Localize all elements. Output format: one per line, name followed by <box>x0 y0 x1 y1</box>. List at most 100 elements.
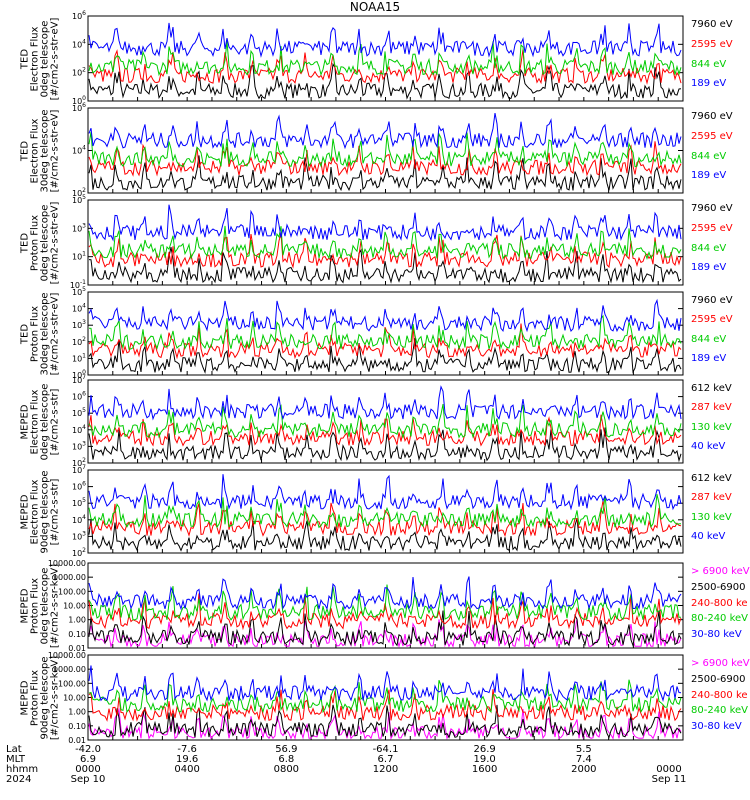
legend-entry: 2500-6900 <box>691 673 746 685</box>
panel-8: 0.01 0.10 1.00 10.00 100.00 1000.00 10000.00 <box>48 651 684 745</box>
series-line-1 <box>88 62 682 100</box>
y-axis-label-1: TED Electron Flux 0deg telescope [#/cm2-… <box>19 17 60 100</box>
legend-entry: 240-800 ke <box>691 689 748 701</box>
legend-entry: 130 keV <box>691 511 732 523</box>
footer-column: -7.6 19.6 0400 <box>174 744 200 775</box>
series-line-1 <box>88 155 682 192</box>
y-tick-label: 107 <box>72 374 86 385</box>
series-line-1 <box>88 338 682 375</box>
y-tick-label: 10000.00 <box>48 559 86 568</box>
legend-entry: 189 eV <box>691 170 727 182</box>
y-axis-label-5: MEPED Electron Flux 0deg telescope [#/cm… <box>19 383 60 460</box>
y-tick-label: 0.01 <box>68 736 86 745</box>
series-line-1 <box>88 518 682 552</box>
legend-entry: 40 keV <box>691 530 726 542</box>
legend-entry: 844 eV <box>691 242 727 254</box>
series-line-2 <box>88 323 682 360</box>
legend-entry: 30-80 keV <box>691 721 742 733</box>
panel-6: 102 103 104 105 106 107 <box>72 464 684 558</box>
footer-row-labels: Lat MLT hhmm 2024 <box>6 744 39 785</box>
legend-entry: 80-240 keV <box>691 705 749 717</box>
series-line-4 <box>88 298 682 333</box>
y-axis-label-6: MEPED Electron Flux 90deg telescope [#/c… <box>19 469 60 553</box>
series-line-4 <box>88 474 682 511</box>
series-line-2 <box>88 610 682 648</box>
legend-entry: 844 eV <box>691 58 727 70</box>
y-tick-label: 104 <box>72 303 86 314</box>
legend-entry: 189 eV <box>691 78 727 90</box>
legend-entry: 80-240 keV <box>691 613 749 625</box>
legend-entry: 189 eV <box>691 262 727 274</box>
legend-entry: 287 keV <box>691 492 732 504</box>
series-line-3 <box>88 404 682 440</box>
y-tick-label: 105 <box>72 407 86 418</box>
y-tick-label: 105 <box>72 497 86 508</box>
y-tick-label: 102 <box>72 457 86 468</box>
series-line-3 <box>88 314 682 350</box>
y-tick-label: 106 <box>72 481 86 492</box>
y-tick-label: 0.01 <box>68 644 86 653</box>
panel-5: 102 103 104 105 106 107 <box>72 374 684 468</box>
y-axis-label-4: TED Proton Flux 30deg telescope [#/cm2-s… <box>19 291 60 375</box>
legend-entry: 7960 eV <box>691 203 733 214</box>
legend-entry: 130 keV <box>691 421 732 433</box>
series-line-4 <box>88 113 682 150</box>
series-line-1 <box>88 427 682 463</box>
legend-entry: 40 keV <box>691 440 726 452</box>
footer-column: 56.9 6.8 0800 <box>273 744 300 775</box>
series-line-3 <box>88 131 682 168</box>
series-line-4 <box>88 22 682 58</box>
y-tick-label: 106 <box>72 10 86 21</box>
series-line-4 <box>88 584 681 622</box>
panel-4: 100 101 102 103 104 105 <box>72 286 684 380</box>
legend-entry: 240-800 ke <box>691 597 748 609</box>
legend-entry: 30-80 keV <box>691 629 742 641</box>
y-tick-label: 105 <box>72 286 86 297</box>
legend-entry: > 6900 keV <box>691 566 750 577</box>
panel-7: 0.01 0.10 1.00 10.00 100.00 1000.00 10000.00 <box>48 559 684 653</box>
y-tick-label: 104 <box>72 514 86 525</box>
y-tick-label: 1000.00 <box>53 573 86 582</box>
y-tick-label: 100 <box>72 369 86 380</box>
legend-entry: 7960 eV <box>691 19 733 30</box>
plot-frame-3 <box>87 199 684 286</box>
y-tick-label: 105 <box>72 194 86 205</box>
y-tick-label: 100 <box>72 95 86 106</box>
footer-column: 5.5 7.4 2000 <box>571 744 597 775</box>
y-tick-label: 10-1 <box>70 279 86 290</box>
series-line-5 <box>88 665 682 703</box>
series-line-2 <box>88 233 682 269</box>
y-tick-label: 103 <box>72 222 86 233</box>
series-line-2 <box>88 704 682 739</box>
y-tick-label: 102 <box>72 187 86 198</box>
panel-1: 100 102 104 106 <box>72 10 684 106</box>
y-tick-label: 106 <box>72 391 86 402</box>
chart-title: NOAA15 <box>349 0 401 14</box>
y-axis-label-2: TED Electron Flux 30deg telescope [#/cm2… <box>19 108 60 193</box>
legend-entry: 189 eV <box>691 352 727 364</box>
y-tick-label: 10.00 <box>63 694 86 703</box>
footer-column: 0000 Sep 11 <box>651 764 687 785</box>
series-line-4 <box>88 204 682 242</box>
y-tick-label: 104 <box>72 145 86 156</box>
y-axis-label-8: MEPED Proton Flux 90deg telescope [#/cm2… <box>19 655 60 740</box>
series-line-3 <box>88 593 682 631</box>
y-tick-label: 100.00 <box>58 679 86 688</box>
legend-entry: 2500-6900 <box>691 581 746 593</box>
legend-entry: 844 eV <box>691 333 727 345</box>
legend-entry: 2595 eV <box>691 130 733 142</box>
legend-entry: 2595 eV <box>691 314 733 326</box>
y-tick-label: 103 <box>72 440 86 451</box>
y-tick-label: 106 <box>72 102 86 113</box>
y-tick-label: 103 <box>72 319 86 330</box>
footer-column: -42.0 6.9 0000 Sep 10 <box>70 744 106 785</box>
y-tick-label: 101 <box>72 352 86 363</box>
y-axis-label-3: TED Proton Flux 0deg telescope [#/cm2-s-… <box>19 201 60 284</box>
footer-column: -64.1 6.7 1200 <box>372 744 399 775</box>
series-line-2 <box>88 49 682 85</box>
y-tick-label: 0.10 <box>68 630 86 639</box>
legend-entry: 7960 eV <box>691 295 733 306</box>
series-line-3 <box>88 494 682 529</box>
series-line-2 <box>88 414 682 447</box>
